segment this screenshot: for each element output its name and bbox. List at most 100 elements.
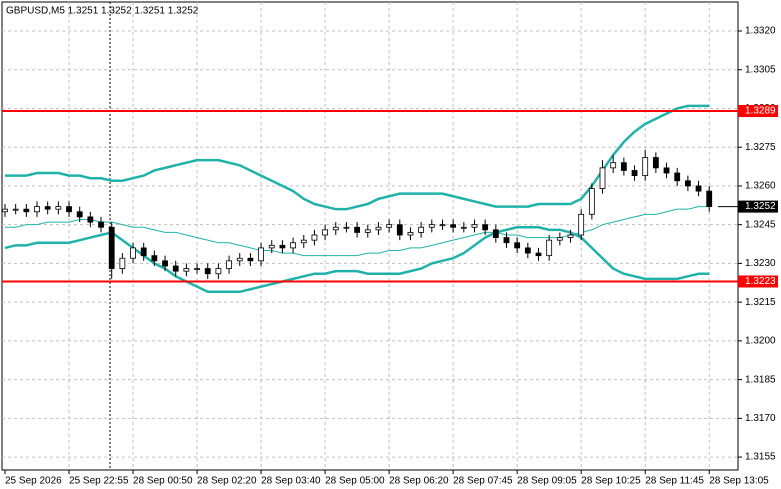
candle-body bbox=[44, 206, 51, 210]
x-tick-label: 28 Sep 13:05 bbox=[709, 476, 769, 487]
band-line bbox=[5, 206, 710, 257]
candle-body bbox=[706, 190, 713, 207]
candle-body bbox=[108, 226, 115, 269]
x-tick-label: 28 Sep 09:05 bbox=[517, 476, 577, 487]
candle-body bbox=[12, 208, 19, 211]
plot-frame bbox=[1, 1, 739, 471]
candle-body bbox=[290, 242, 296, 249]
y-tick-label: 1.3185 bbox=[745, 374, 776, 385]
last-price-label: 1.3252 bbox=[745, 201, 776, 212]
y-tick-label: 1.3305 bbox=[745, 64, 776, 75]
x-tick-label: 25 Sep 22:55 bbox=[69, 476, 129, 487]
candle-body bbox=[76, 211, 83, 218]
y-tick-label: 1.3245 bbox=[745, 219, 776, 230]
candle-body bbox=[215, 268, 222, 275]
candle-body bbox=[482, 224, 489, 231]
candle-body bbox=[460, 226, 467, 229]
price-label-box bbox=[738, 275, 778, 288]
candle-body bbox=[492, 229, 499, 238]
candle-body bbox=[151, 255, 158, 262]
chart-title: GBPUSD,M5 1.3251 1.3252 1.3251 1.3252 bbox=[6, 6, 199, 17]
candle-body bbox=[87, 216, 94, 223]
candle-body bbox=[162, 260, 168, 267]
candle-body bbox=[631, 170, 638, 177]
candle-body bbox=[311, 234, 318, 241]
candle-body bbox=[567, 234, 574, 238]
candle-body bbox=[535, 252, 542, 257]
candle-body bbox=[642, 157, 649, 177]
y-tick-label: 1.3200 bbox=[745, 336, 776, 347]
candle-body bbox=[375, 226, 382, 231]
candle-body bbox=[23, 208, 30, 213]
candle-body bbox=[439, 224, 446, 227]
candle-body bbox=[98, 221, 104, 228]
candle-body bbox=[2, 208, 8, 213]
y-tick-label: 1.3230 bbox=[745, 258, 776, 269]
y-tick-label: 1.3320 bbox=[745, 26, 776, 37]
candle-body bbox=[471, 224, 478, 228]
candle-body bbox=[663, 167, 670, 174]
x-tick-label: 28 Sep 11:45 bbox=[645, 476, 704, 487]
candle-body bbox=[684, 180, 691, 187]
candle-body bbox=[428, 224, 435, 228]
candle-body bbox=[396, 224, 403, 236]
candle-body bbox=[450, 224, 457, 228]
candle-body bbox=[268, 244, 275, 249]
candle-body bbox=[194, 268, 200, 270]
candle-body bbox=[322, 229, 329, 236]
candle-body bbox=[620, 162, 627, 171]
candle-body bbox=[514, 242, 521, 249]
candle-body bbox=[674, 172, 681, 182]
x-tick-label: 28 Sep 07:45 bbox=[453, 476, 513, 487]
candle-body bbox=[172, 265, 179, 272]
candle-body bbox=[354, 226, 361, 233]
price-label-box bbox=[738, 105, 778, 118]
candle-body bbox=[652, 157, 659, 169]
candle-body bbox=[364, 229, 371, 233]
x-tick-label: 28 Sep 03:40 bbox=[261, 476, 321, 487]
x-tick-label: 28 Sep 00:50 bbox=[133, 476, 193, 487]
candle-body bbox=[130, 247, 136, 259]
candle-body bbox=[343, 226, 350, 229]
candle-body bbox=[204, 268, 211, 275]
x-tick-label: 25 Sep 2026 bbox=[5, 476, 62, 487]
candle-body bbox=[556, 237, 563, 241]
y-tick-label: 1.3275 bbox=[745, 142, 776, 153]
candle-body bbox=[546, 239, 553, 257]
candle-body bbox=[140, 247, 147, 257]
candle-body bbox=[524, 247, 531, 254]
candle-body bbox=[578, 213, 585, 236]
y-tick-label: 1.3260 bbox=[745, 181, 776, 192]
price-label: 1.3223 bbox=[745, 276, 776, 287]
band-line bbox=[4, 226, 710, 294]
candle-body bbox=[332, 226, 339, 231]
x-tick-label: 28 Sep 06:20 bbox=[389, 476, 449, 487]
candle-body bbox=[247, 257, 254, 262]
candle-body bbox=[119, 257, 126, 269]
candle-body bbox=[503, 237, 510, 244]
candle-body bbox=[55, 206, 62, 210]
candle-body bbox=[407, 232, 414, 236]
price-label: 1.3289 bbox=[745, 106, 776, 117]
candle-body bbox=[66, 206, 72, 213]
x-tick-label: 28 Sep 02:20 bbox=[197, 476, 257, 487]
candle-body bbox=[610, 162, 617, 169]
candle-body bbox=[695, 185, 702, 192]
candle-body bbox=[588, 188, 595, 215]
x-tick-label: 28 Sep 05:00 bbox=[325, 476, 385, 487]
y-tick-label: 1.3215 bbox=[745, 297, 776, 308]
candle-body bbox=[236, 257, 243, 262]
candle-body bbox=[599, 167, 606, 189]
last-price-box bbox=[738, 200, 778, 213]
x-tick-label: 28 Sep 10:25 bbox=[581, 476, 641, 487]
candle-body bbox=[279, 244, 286, 249]
candle-body bbox=[226, 260, 232, 269]
y-tick-label: 1.3155 bbox=[745, 452, 776, 463]
candle-body bbox=[34, 206, 40, 213]
candle-body bbox=[258, 247, 264, 262]
candle-body bbox=[386, 224, 393, 228]
candle-body bbox=[300, 239, 307, 244]
candle-body bbox=[183, 268, 190, 272]
candle-body bbox=[418, 226, 425, 233]
